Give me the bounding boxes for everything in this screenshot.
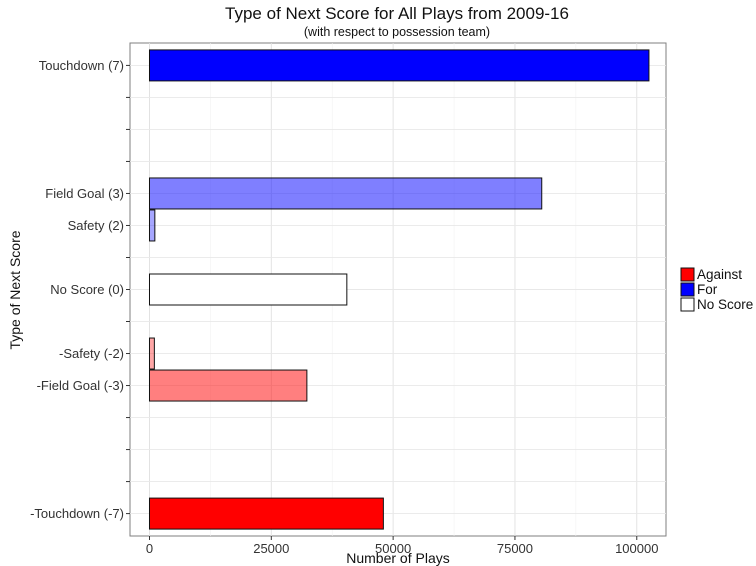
y-tick-label: Touchdown (7): [39, 58, 124, 73]
legend-label: For: [697, 282, 718, 297]
bar: [148, 273, 348, 306]
y-axis-label: Type of Next Score: [7, 230, 23, 349]
bar: [148, 369, 308, 402]
y-tick-label: No Score (0): [50, 282, 124, 297]
bar: [148, 177, 543, 210]
x-tick-label: 100000: [615, 541, 658, 556]
y-tick-label: Field Goal (3): [45, 186, 124, 201]
legend-label: Against: [697, 267, 742, 282]
x-tick-label: 75000: [497, 541, 533, 556]
x-tick-label: 50000: [375, 541, 411, 556]
x-tick-label: 25000: [253, 541, 289, 556]
legend-swatch: [680, 267, 695, 282]
bar: [148, 49, 650, 82]
y-tick-label: Safety (2): [68, 218, 124, 233]
y-tick-label: -Field Goal (-3): [37, 378, 124, 393]
chart-title: Type of Next Score for All Plays from 20…: [225, 4, 569, 23]
x-axis: 0 25000 50000 75000 100000: [146, 536, 658, 556]
y-axis: Touchdown (7) Field Goal (3) Safety (2) No …: [30, 58, 130, 521]
y-tick-label: -Safety (-2): [59, 346, 124, 361]
x-axis-label: Number of Plays: [346, 550, 449, 566]
legend-swatch: [680, 282, 695, 297]
bars: [148, 49, 650, 530]
legend-swatch: [680, 297, 695, 312]
bar: [148, 337, 155, 370]
y-tick-label: -Touchdown (-7): [30, 506, 124, 521]
legend-label: No Score: [697, 297, 753, 312]
bar: [148, 209, 156, 242]
chart-subtitle: (with respect to possession team): [304, 25, 490, 39]
x-tick-label: 0: [146, 541, 153, 556]
bar: [148, 497, 384, 530]
